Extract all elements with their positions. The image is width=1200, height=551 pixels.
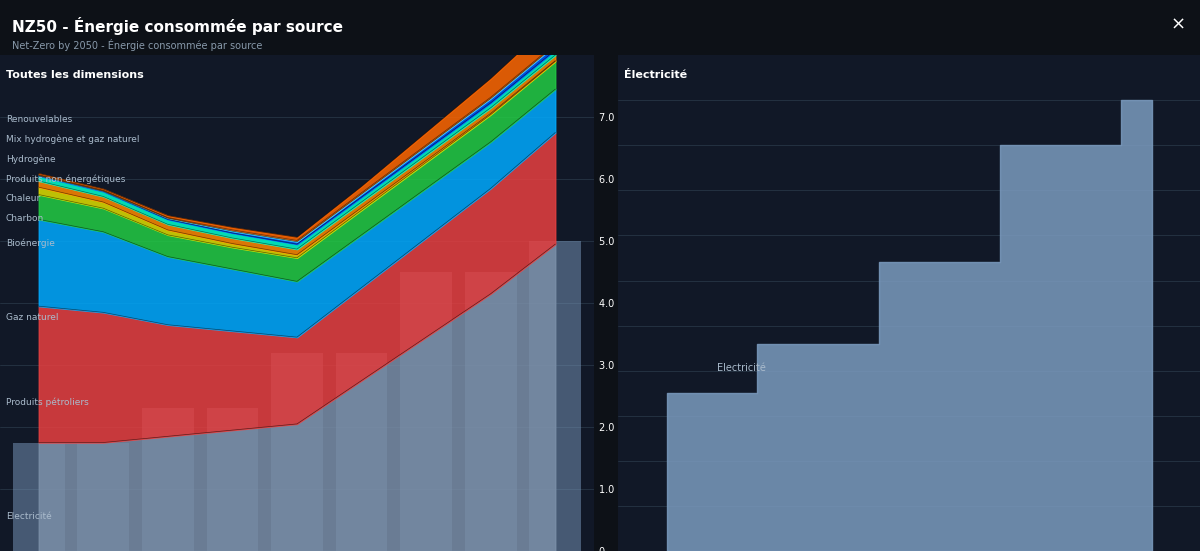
Bar	[142, 408, 193, 551]
Text: Electricité: Electricité	[716, 363, 766, 372]
Text: Produits pétroliers: Produits pétroliers	[6, 397, 89, 407]
Bar	[464, 272, 516, 551]
Bar	[529, 241, 581, 551]
Text: Bioénergie: Bioénergie	[6, 239, 55, 249]
Text: NZ50 - Énergie consommée par source: NZ50 - Énergie consommée par source	[12, 17, 343, 35]
Text: Chaleur: Chaleur	[6, 195, 41, 203]
Bar	[401, 272, 452, 551]
Bar	[271, 353, 323, 551]
Bar	[78, 442, 130, 551]
Text: Électricité: Électricité	[624, 70, 686, 80]
Text: Produits non énergétiques: Produits non énergétiques	[6, 174, 125, 184]
Bar	[336, 353, 388, 551]
Text: Net-Zero by 2050 - Énergie consommée par source: Net-Zero by 2050 - Énergie consommée par…	[12, 39, 263, 51]
Text: Toutes les dimensions: Toutes les dimensions	[6, 70, 144, 80]
Y-axis label: J: J	[636, 303, 640, 313]
Text: Mix hydrogène et gaz naturel: Mix hydrogène et gaz naturel	[6, 134, 139, 144]
Text: Renouvelables: Renouvelables	[6, 115, 72, 124]
Text: Electricité: Electricité	[6, 512, 52, 521]
Text: ×: ×	[1170, 16, 1186, 34]
Text: Hydrogène: Hydrogène	[6, 154, 55, 164]
Text: Gaz naturel: Gaz naturel	[6, 314, 59, 322]
Bar	[206, 408, 258, 551]
Text: Charbon: Charbon	[6, 214, 44, 223]
Bar	[13, 442, 65, 551]
